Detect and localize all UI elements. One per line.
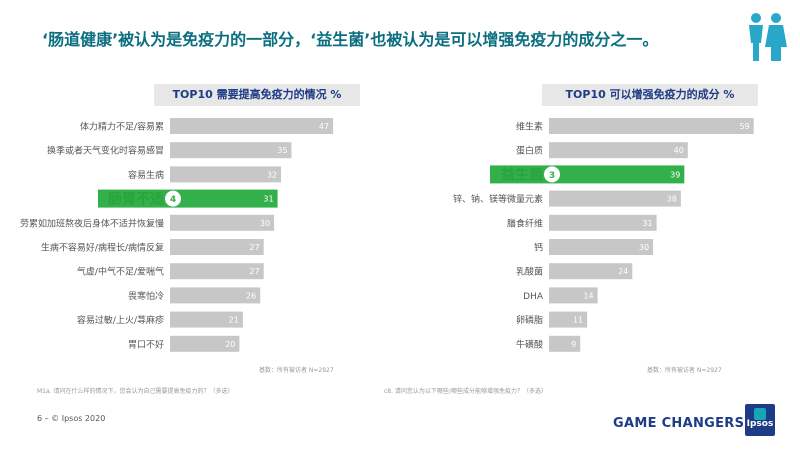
bar bbox=[549, 335, 581, 352]
bar bbox=[549, 214, 657, 231]
bar bbox=[170, 166, 282, 183]
left-footnote: M1a. 请问在什么样的情况下，您会认为自己需要提高免疫力的？（多选） bbox=[37, 388, 234, 395]
left-base-note: 基数：所有被访者 N=2927 bbox=[259, 367, 334, 374]
category-label: 蛋白质 bbox=[516, 145, 543, 157]
category-label: 钙 bbox=[534, 242, 543, 254]
value-label: 31 bbox=[263, 195, 273, 204]
headline: ‘肠道健康’被认为是免疫力的一部分，‘益生菌’也被认为是可以增强免疫力的成分之一… bbox=[42, 30, 659, 49]
category-label: 乳酸菌 bbox=[516, 266, 543, 278]
category-label: 容易生病 bbox=[128, 169, 164, 181]
value-label: 40 bbox=[674, 146, 684, 155]
value-label: 21 bbox=[229, 316, 239, 325]
bar bbox=[170, 263, 264, 280]
value-label: 30 bbox=[260, 219, 270, 228]
category-label: 畏寒怕冷 bbox=[128, 290, 164, 302]
category-label: DHA bbox=[523, 292, 544, 302]
bar bbox=[549, 118, 754, 134]
category-label: 胃口不好 bbox=[128, 338, 164, 350]
category-label: 劳累如加班熬夜后身体不适并恢复慢 bbox=[20, 217, 164, 229]
bar bbox=[549, 287, 598, 304]
bar bbox=[549, 263, 633, 280]
category-label: 锌、钠、镁等微量元素 bbox=[453, 193, 543, 205]
bar bbox=[549, 311, 588, 328]
left-chart-title: TOP10 需要提高免疫力的情况 % bbox=[154, 84, 360, 106]
highlight-band bbox=[490, 165, 685, 184]
value-label: 47 bbox=[319, 122, 329, 131]
value-label: 27 bbox=[250, 267, 260, 276]
bar bbox=[549, 239, 654, 255]
value-label: 59 bbox=[740, 122, 750, 131]
bar bbox=[170, 142, 292, 159]
value-label: 14 bbox=[583, 291, 593, 300]
highlight-band bbox=[98, 189, 278, 208]
bar bbox=[170, 118, 334, 134]
rank-label: 4 bbox=[170, 195, 176, 205]
value-label: 24 bbox=[618, 267, 628, 276]
category-label: 维生素 bbox=[516, 121, 543, 133]
page-number: 6 – © Ipsos 2020 bbox=[37, 414, 106, 423]
right-footnote: c8. 请问您认为以下哪些/哪些成分能够增强免疫力？（多选） bbox=[384, 388, 547, 395]
right-base-note: 基数：所有被访者 N=2927 bbox=[647, 367, 722, 374]
ipsos-logo: Ipsos bbox=[745, 404, 775, 436]
value-label: 35 bbox=[277, 146, 287, 155]
bar bbox=[549, 142, 688, 159]
bar bbox=[170, 287, 261, 304]
bar bbox=[549, 190, 681, 207]
people-icon bbox=[749, 13, 787, 61]
category-label: 膳食纤维 bbox=[507, 217, 543, 229]
value-label: 30 bbox=[639, 243, 649, 252]
category-label: 益生菌 bbox=[501, 166, 543, 183]
bar bbox=[170, 311, 243, 328]
value-label: 26 bbox=[246, 291, 256, 300]
value-label: 32 bbox=[267, 170, 277, 179]
logo-text: Ipsos bbox=[746, 419, 774, 429]
value-label: 39 bbox=[670, 170, 680, 179]
category-label: 生病不容易好/病程长/病情反复 bbox=[41, 242, 164, 254]
bar bbox=[170, 335, 240, 352]
value-label: 11 bbox=[573, 316, 583, 325]
category-label: 体力精力不足/容易累 bbox=[80, 121, 164, 133]
left-chart: 47 体力精力不足/容易累 35 换季或者天气变化时容易感冒 32 容易生病 4 31 肠胃不适… bbox=[20, 118, 334, 352]
right-chart-title: TOP10 可以增强免疫力的成分 % bbox=[542, 84, 758, 106]
right-chart: 59 维生素 40 蛋白质 3 39 益生菌 38 锌、钠、镁等微量元素 31 膳食纤维 30 钙 24 乳… bbox=[453, 118, 754, 352]
rank-label: 3 bbox=[549, 171, 555, 181]
value-label: 31 bbox=[642, 219, 652, 228]
bar bbox=[170, 239, 264, 255]
rank-badge bbox=[544, 166, 560, 183]
category-label: 容易过敏/上火/荨麻疹 bbox=[77, 314, 164, 326]
rank-badge bbox=[165, 190, 181, 207]
category-label: 换季或者天气变化时容易感冒 bbox=[47, 145, 164, 157]
value-label: 20 bbox=[225, 340, 235, 349]
category-label: 卵磷脂 bbox=[516, 314, 543, 326]
category-label: 牛磺酸 bbox=[516, 338, 543, 350]
bar bbox=[170, 214, 275, 231]
value-label: 27 bbox=[250, 243, 260, 252]
category-label: 肠胃不适 bbox=[108, 191, 164, 208]
value-label: 38 bbox=[667, 195, 677, 204]
category-label: 气虚/中气不足/爱喘气 bbox=[77, 266, 164, 278]
brand-text: GAME CHANGERS bbox=[613, 416, 745, 431]
value-label: 9 bbox=[571, 340, 576, 349]
